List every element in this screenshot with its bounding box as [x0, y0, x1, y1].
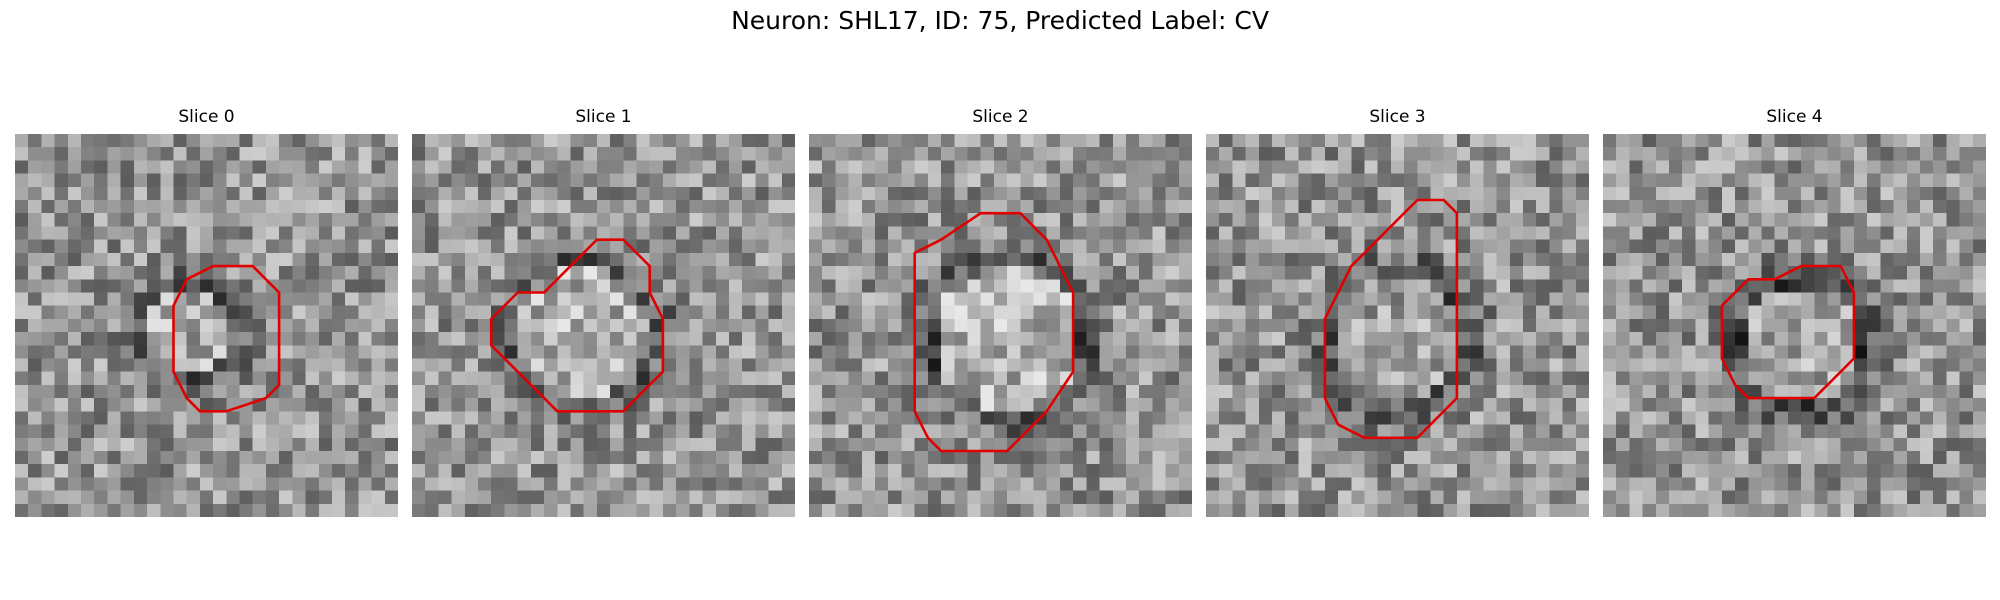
roi-outline	[172, 264, 281, 413]
slice-title: Slice 1	[575, 107, 632, 127]
slice-title: Slice 3	[1369, 107, 1426, 127]
slice-panel-0: Slice 0	[15, 105, 398, 517]
slice-image	[1206, 134, 1589, 517]
slice-image	[809, 134, 1192, 517]
slice-image	[1603, 134, 1986, 517]
slice-panel-3: Slice 3	[1206, 105, 1589, 517]
grayscale-tile	[809, 134, 1192, 517]
slice-title: Slice 0	[178, 107, 235, 127]
roi-outline	[1720, 264, 1856, 400]
figure-title: Neuron: SHL17, ID: 75, Predicted Label: …	[731, 6, 1269, 35]
slice-image	[412, 134, 795, 517]
slice-title: Slice 2	[972, 107, 1029, 127]
slice-panel-1: Slice 1	[412, 105, 795, 517]
roi-outline	[489, 238, 665, 413]
roi-outline	[913, 211, 1075, 453]
grayscale-tile	[15, 134, 398, 517]
slice-title: Slice 4	[1766, 107, 1823, 127]
roi-outline	[1323, 198, 1459, 440]
grayscale-tile	[1206, 134, 1589, 517]
slice-panel-2: Slice 2	[809, 105, 1192, 517]
slice-image	[15, 134, 398, 517]
slice-panel-4: Slice 4	[1603, 105, 1986, 517]
grayscale-tile	[1603, 134, 1986, 517]
grayscale-tile	[412, 134, 795, 517]
